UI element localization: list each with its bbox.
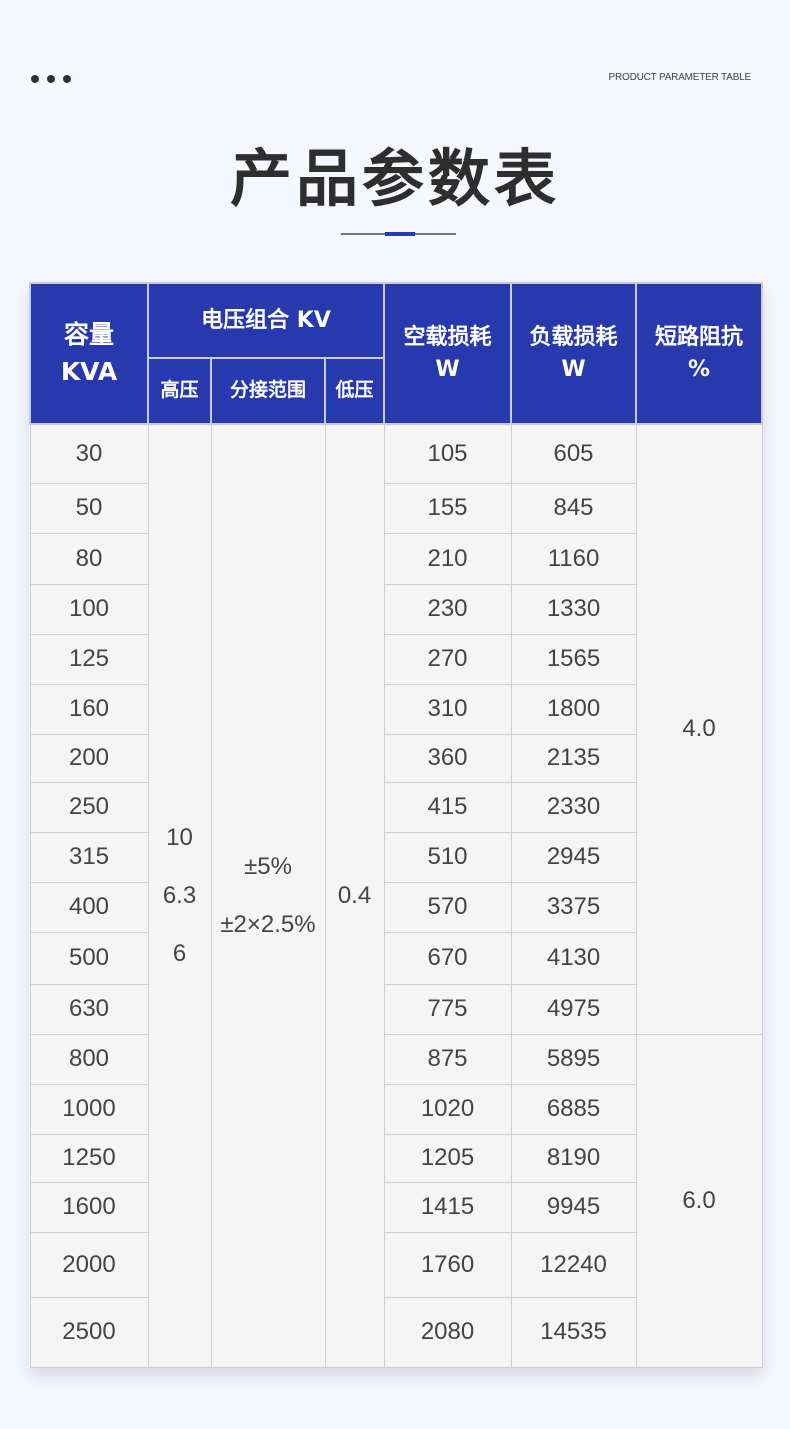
table-row: 500 670 4130 [29, 931, 762, 985]
cell-kva: 2500 [29, 1296, 149, 1368]
cell-load-loss: 6885 [510, 1083, 637, 1135]
cell-kva: 800 [29, 1033, 149, 1085]
cell-load-loss: 1800 [510, 683, 637, 735]
table-row: 30 10 6.3 6 ±5% ±2×2.5% 0.4 105 605 4.0 [29, 423, 763, 1368]
parameter-table: 容量 KVA 电压组合 KV 空载损耗 W 负载损耗 W 短路阻抗% 高压 分接范围 … [29, 282, 764, 1368]
cell-no-load-loss: 670 [383, 931, 512, 985]
cell-tap-range: ±5% ±2×2.5% [210, 423, 326, 1368]
cell-no-load-loss: 1205 [383, 1133, 512, 1183]
cell-load-loss: 5895 [510, 1033, 637, 1085]
cell-no-load-loss: 310 [383, 683, 512, 735]
cell-load-loss: 12240 [510, 1231, 637, 1298]
cell-kva: 50 [29, 482, 149, 534]
cell-kva: 1000 [29, 1083, 149, 1135]
cell-load-loss: 605 [510, 423, 637, 484]
cell-no-load-loss: 415 [383, 781, 512, 833]
cell-kva: 30 [29, 423, 149, 484]
table-row: 80 210 1160 [29, 532, 762, 585]
table-row: 2000 1760 12240 [29, 1231, 762, 1298]
table-row: 400 570 3375 [29, 881, 762, 933]
cell-kva: 400 [29, 881, 149, 933]
cell-load-loss: 14535 [510, 1296, 637, 1368]
cell-kva: 315 [29, 831, 149, 883]
cell-kva: 500 [29, 931, 149, 985]
cell-kva: 1600 [29, 1181, 149, 1233]
cell-kva: 250 [29, 781, 149, 833]
table-row: 1600 1415 9945 [29, 1181, 762, 1233]
cell-no-load-loss: 570 [383, 881, 512, 933]
cell-no-load-loss: 775 [383, 983, 512, 1035]
header-impedance: 短路阻抗% [635, 282, 764, 425]
page-subtitle: PRODUCT PARAMETER TABLE [608, 72, 752, 83]
cell-low-voltage: 0.4 [324, 423, 385, 1368]
cell-high-voltage: 10 6.3 6 [147, 423, 212, 1368]
cell-kva: 80 [29, 532, 149, 585]
table-row: 1250 1205 8190 [29, 1133, 762, 1183]
cell-load-loss: 1160 [510, 532, 637, 585]
cell-no-load-loss: 875 [383, 1033, 512, 1085]
header-voltage-group: 电压组合 KV [146, 282, 386, 359]
cell-load-loss: 845 [510, 482, 637, 534]
table-row: 250 415 2330 [29, 781, 762, 833]
cell-no-load-loss: 270 [383, 633, 512, 685]
cell-load-loss: 1330 [510, 583, 637, 635]
header-capacity: 容量 KVA [29, 282, 149, 425]
cell-no-load-loss: 360 [383, 733, 512, 783]
cell-load-loss: 2135 [510, 733, 637, 783]
cell-load-loss: 1565 [510, 633, 637, 685]
title-divider [341, 232, 456, 236]
cell-no-load-loss: 230 [383, 583, 512, 635]
header-no-load-loss: 空载损耗 W [383, 282, 513, 425]
cell-no-load-loss: 105 [383, 423, 512, 484]
cell-kva: 2000 [29, 1231, 149, 1298]
cell-no-load-loss: 1415 [383, 1181, 512, 1233]
cell-load-loss: 9945 [510, 1181, 637, 1233]
cell-no-load-loss: 210 [383, 532, 512, 585]
cell-no-load-loss: 1020 [383, 1083, 512, 1135]
cell-kva: 200 [29, 733, 149, 783]
cell-impedance: 4.0 [635, 423, 763, 1035]
cell-load-loss: 2945 [510, 831, 637, 883]
cell-load-loss: 4130 [510, 931, 637, 985]
header-tap-range: 分接范围 [210, 357, 326, 425]
header-high-voltage: 高压 [147, 357, 212, 425]
cell-kva: 125 [29, 633, 149, 685]
header-low-voltage: 低压 [323, 357, 386, 425]
header-load-loss: 负载损耗 W [510, 282, 638, 425]
cell-no-load-loss: 2080 [383, 1296, 512, 1368]
table-row: 630 775 4975 [29, 983, 762, 1035]
table-row: 100 230 1330 [29, 583, 762, 635]
cell-load-loss: 3375 [510, 881, 637, 933]
cell-no-load-loss: 1760 [383, 1231, 512, 1298]
more-dots-icon [31, 75, 71, 83]
cell-load-loss: 8190 [510, 1133, 637, 1183]
table-row: 50 155 845 [29, 482, 762, 534]
page-title: 产品参数表 [229, 142, 560, 215]
cell-no-load-loss: 155 [383, 482, 512, 534]
cell-no-load-loss: 510 [383, 831, 512, 883]
cell-kva: 160 [29, 683, 149, 735]
table-row: 2500 2080 14535 [29, 1296, 762, 1368]
table-row: 315 510 2945 [29, 831, 762, 883]
cell-load-loss: 4975 [510, 983, 637, 1035]
cell-kva: 100 [29, 583, 149, 635]
cell-kva: 630 [29, 983, 149, 1035]
cell-impedance: 6.0 [635, 1033, 763, 1368]
table-row: 800 875 5895 6.0 [29, 1033, 763, 1368]
cell-load-loss: 2330 [510, 781, 637, 833]
table-row: 200 360 2135 [29, 733, 762, 783]
cell-kva: 1250 [29, 1133, 149, 1183]
table-row: 125 270 1565 [29, 633, 762, 685]
